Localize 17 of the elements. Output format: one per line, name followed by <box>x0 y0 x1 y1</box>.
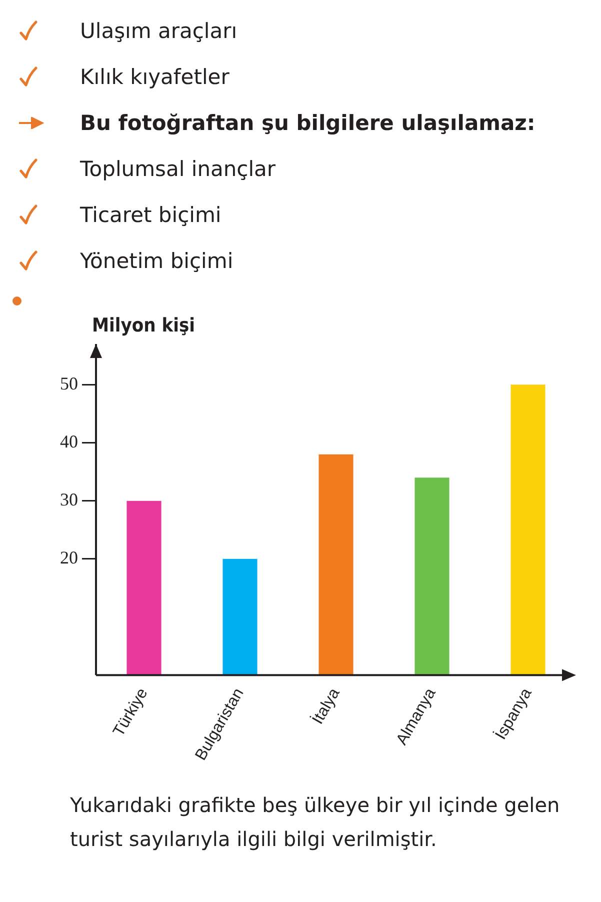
y-tick-label: 30 <box>60 490 78 510</box>
text: Toplumsal inançlar <box>80 157 276 181</box>
y-axis-title: Milyon kişi <box>92 314 195 336</box>
text: Ticaret biçimi <box>80 203 222 227</box>
text: Yönetim biçimi <box>80 249 234 273</box>
y-tick-label: 40 <box>60 431 78 452</box>
bar <box>126 500 162 676</box>
text: Yukarıdaki grafikte beş ülkeye bir yıl içinde gelen turist sayılarıyla ilgili bilgi verilmiştir. <box>69 792 561 853</box>
bar <box>222 558 258 676</box>
text: Ulaşım araçları <box>80 19 238 43</box>
chart-subtitle: Bu fotoğraftan şu bilgilere ulaşılamaz: <box>80 111 536 135</box>
bar <box>318 454 354 676</box>
y-tick-label: 20 <box>60 548 78 568</box>
y-tick-label: 50 <box>60 373 78 394</box>
bar <box>414 478 450 676</box>
bar <box>510 384 546 676</box>
text: Kılık kıyafetler <box>80 65 230 89</box>
